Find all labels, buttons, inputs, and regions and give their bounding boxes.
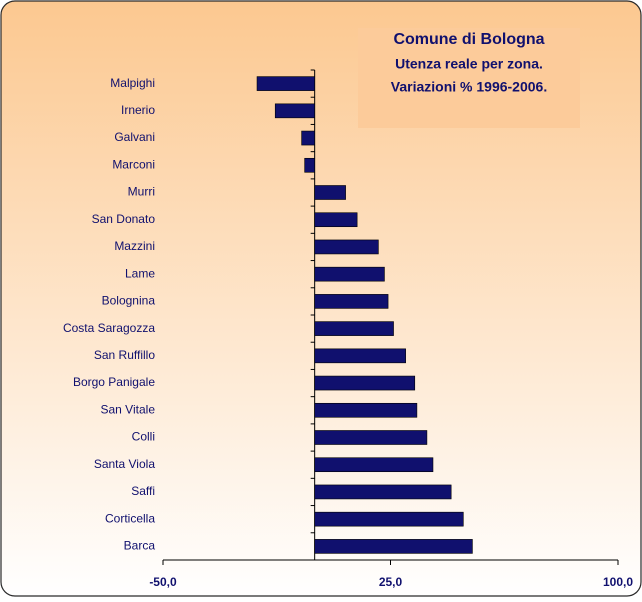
bar — [304, 157, 315, 173]
bar — [314, 185, 346, 200]
bar — [314, 402, 418, 418]
y-tick-label: Borgo Panigale — [73, 375, 155, 389]
bar — [314, 321, 394, 336]
y-tick-label: Bolognina — [102, 294, 156, 308]
x-tick-label: -50,0 — [149, 575, 177, 589]
y-tick-label: Costa Saragozza — [63, 321, 155, 335]
y-tick-label: Corticella — [105, 511, 155, 525]
bar — [314, 348, 406, 364]
y-tick-label: Colli — [132, 430, 155, 444]
x-tick-label: 100,0 — [603, 575, 633, 589]
bar — [301, 130, 315, 146]
y-tick-label: San Donato — [92, 212, 156, 226]
chart-subtitle: Utenza reale per zona. — [395, 56, 543, 72]
y-tick-label: San Vitale — [101, 402, 156, 416]
y-tick-label: Santa Viola — [94, 457, 155, 471]
bar — [314, 239, 379, 255]
bar — [314, 375, 416, 391]
y-tick-label: Marconi — [112, 157, 155, 171]
bar — [314, 511, 464, 527]
y-tick-label: Murri — [128, 185, 155, 199]
bar — [314, 294, 389, 309]
y-tick-label: Galvani — [114, 130, 155, 144]
chart-title: Comune di Bologna — [393, 31, 544, 48]
y-tick-label: Lame — [125, 266, 155, 280]
y-tick-label: Malpighi — [110, 76, 155, 90]
bar — [314, 266, 385, 282]
bar — [314, 539, 473, 554]
chart-subtitle: Variazioni % 1996-2006. — [391, 79, 547, 95]
y-tick-label: Mazzini — [114, 239, 155, 253]
y-tick-label: Irnerio — [121, 103, 155, 117]
y-tick-label: Barca — [124, 539, 156, 553]
bar — [274, 103, 315, 119]
title-box — [358, 28, 580, 128]
y-tick-label: Saffi — [131, 484, 155, 498]
bar — [314, 484, 452, 500]
bar — [314, 457, 434, 473]
bar — [314, 212, 358, 228]
bar — [314, 430, 428, 445]
x-tick-label: 25,0 — [379, 575, 403, 589]
y-tick-label: San Ruffillo — [94, 348, 155, 362]
bar — [256, 76, 315, 91]
